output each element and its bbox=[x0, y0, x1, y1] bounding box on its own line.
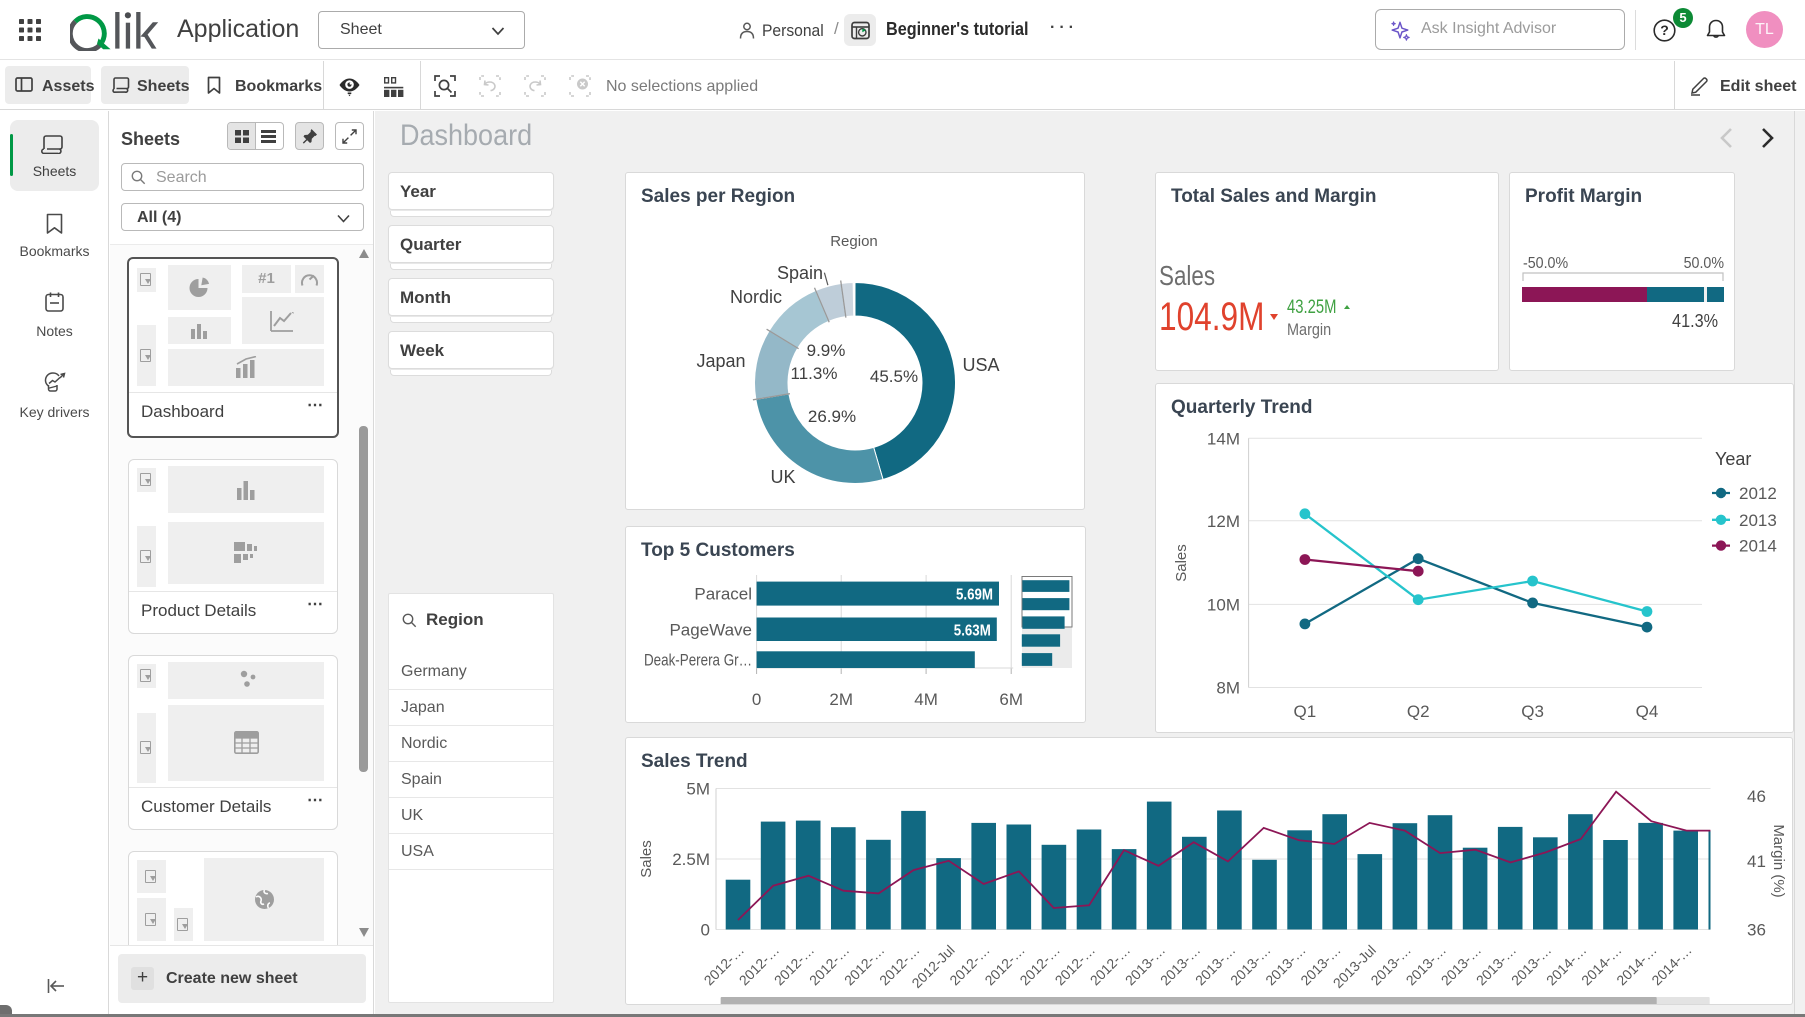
svg-text:Q3: Q3 bbox=[1521, 702, 1544, 721]
svg-text:Sales: Sales bbox=[1173, 544, 1190, 582]
svg-text:41: 41 bbox=[1747, 852, 1766, 871]
svg-text:5M: 5M bbox=[686, 780, 710, 799]
svg-text:Q2: Q2 bbox=[1407, 702, 1430, 721]
svg-text:2012: 2012 bbox=[1739, 484, 1777, 503]
svg-text:2014: 2014 bbox=[1739, 537, 1777, 556]
svg-text:PageWave: PageWave bbox=[669, 620, 752, 639]
svg-text:4M: 4M bbox=[914, 690, 938, 709]
svg-text:Margin (%): Margin (%) bbox=[1770, 824, 1787, 897]
svg-text:Deak-Perera Gr…: Deak-Perera Gr… bbox=[644, 651, 752, 670]
svg-text:5.69M: 5.69M bbox=[956, 587, 993, 604]
svg-text:46: 46 bbox=[1747, 787, 1766, 806]
svg-text:6M: 6M bbox=[999, 690, 1023, 709]
svg-text:Year: Year bbox=[1715, 449, 1751, 469]
svg-text:12M: 12M bbox=[1207, 512, 1240, 531]
svg-text:?: ? bbox=[1660, 22, 1669, 38]
svg-text:8M: 8M bbox=[1216, 679, 1240, 698]
svg-text:0: 0 bbox=[701, 921, 710, 940]
svg-text:5.63M: 5.63M bbox=[954, 622, 991, 639]
svg-text:Q4: Q4 bbox=[1636, 702, 1659, 721]
svg-text:Sales: Sales bbox=[638, 840, 655, 878]
svg-text:2013: 2013 bbox=[1739, 511, 1777, 530]
svg-text:0: 0 bbox=[752, 690, 761, 709]
svg-text:2M: 2M bbox=[829, 690, 853, 709]
svg-text:Paracel: Paracel bbox=[694, 585, 752, 604]
svg-text:10M: 10M bbox=[1207, 595, 1240, 614]
svg-text:Q1: Q1 bbox=[1294, 702, 1317, 721]
svg-text:36: 36 bbox=[1747, 921, 1766, 940]
svg-text:14M: 14M bbox=[1207, 429, 1240, 448]
svg-text:2.5M: 2.5M bbox=[672, 850, 710, 869]
